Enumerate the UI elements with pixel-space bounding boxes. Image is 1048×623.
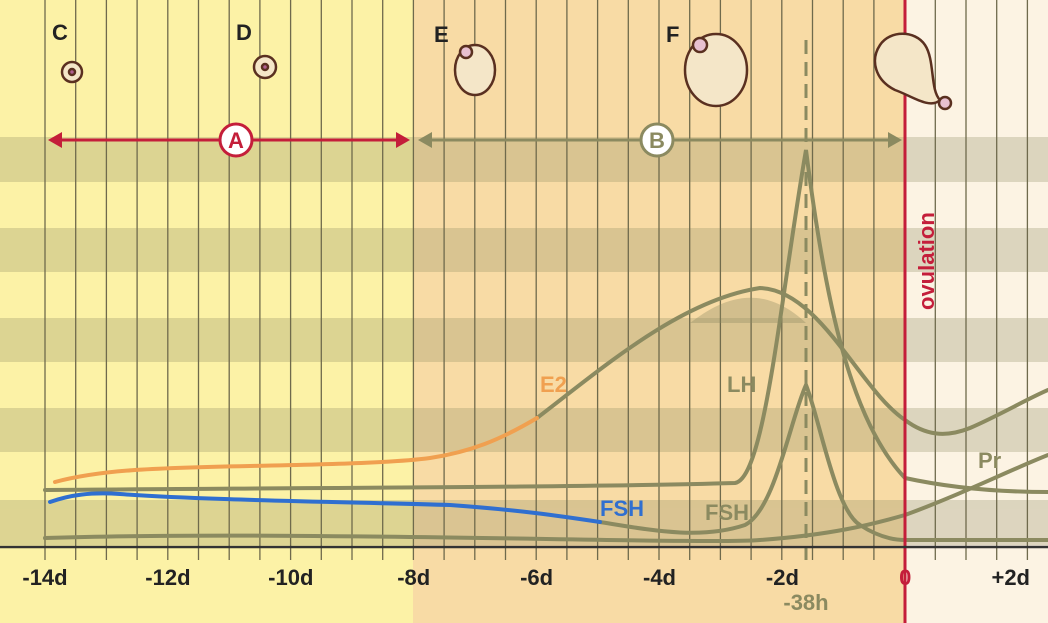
curve-label: FSH bbox=[600, 496, 644, 521]
stage-label: F bbox=[666, 22, 679, 47]
x-tick-label: -4d bbox=[643, 565, 676, 590]
curve-label: Pr bbox=[978, 448, 1002, 473]
phase-b: B bbox=[418, 122, 902, 158]
curve-label: FSH bbox=[705, 500, 749, 525]
x-tick-label: -2d bbox=[766, 565, 799, 590]
stage-label: E bbox=[434, 22, 449, 47]
x-tick-label: -6d bbox=[520, 565, 553, 590]
x-tick-label: -14d bbox=[22, 565, 67, 590]
follicles bbox=[60, 32, 953, 111]
phase-label: A bbox=[228, 128, 244, 153]
x-tick-label: -10d bbox=[268, 565, 313, 590]
x-tick-label: +2d bbox=[991, 565, 1030, 590]
stage-labels: C D E F bbox=[52, 20, 679, 47]
x-tick-label: 0 bbox=[899, 565, 911, 590]
phase-a: A bbox=[48, 122, 410, 158]
marker-label: -38h bbox=[783, 590, 828, 615]
phase-label: B bbox=[649, 128, 665, 153]
background-a bbox=[0, 0, 413, 623]
stage-label: C bbox=[52, 20, 68, 45]
x-tick-label: -8d bbox=[397, 565, 430, 590]
curve-label: E2 bbox=[540, 372, 567, 397]
curve-label: LH bbox=[727, 372, 756, 397]
event-label: ovulation bbox=[914, 212, 939, 310]
stage-label: D bbox=[236, 20, 252, 45]
x-ticks: -14d -12d -10d -8d -6d -4d -2d 0 +2d bbox=[22, 565, 1030, 590]
x-tick-label: -12d bbox=[145, 565, 190, 590]
